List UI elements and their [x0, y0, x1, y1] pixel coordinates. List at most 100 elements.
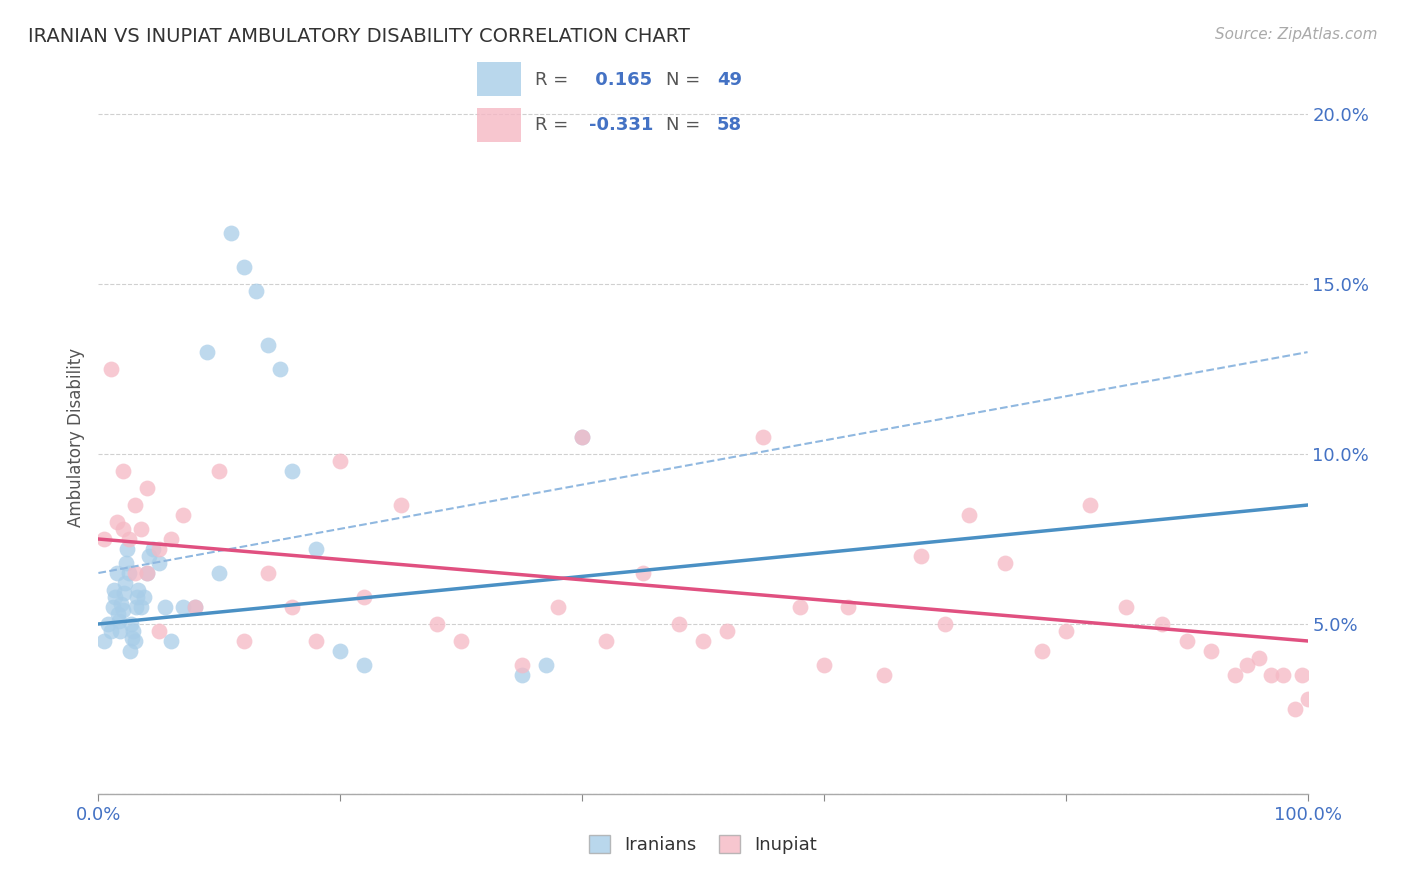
Point: [329, 454, 352, 468]
Point: [108, 624, 131, 638]
Point: [111, 522, 134, 536]
Point: [184, 599, 207, 614]
Text: Source: ZipAtlas.com: Source: ZipAtlas.com: [1215, 27, 1378, 42]
Point: [256, 566, 278, 580]
Point: [1199, 644, 1222, 658]
Point: [789, 599, 811, 614]
Point: [1291, 668, 1313, 682]
Point: [426, 617, 449, 632]
Point: [135, 481, 157, 495]
Point: [108, 614, 131, 628]
Point: [148, 556, 170, 570]
Point: [105, 515, 128, 529]
Point: [353, 590, 375, 604]
Point: [1260, 668, 1282, 682]
Point: [117, 542, 139, 557]
Point: [105, 566, 128, 580]
Point: [124, 634, 146, 648]
Point: [668, 617, 690, 632]
Point: [1115, 599, 1137, 614]
Text: 58: 58: [717, 116, 742, 134]
Point: [1249, 651, 1271, 665]
Point: [138, 549, 160, 563]
Point: [142, 542, 165, 557]
Point: [305, 634, 328, 648]
FancyBboxPatch shape: [478, 109, 522, 142]
Point: [571, 430, 593, 444]
Point: [957, 508, 980, 523]
Point: [1031, 644, 1053, 658]
Point: [994, 556, 1017, 570]
Point: [184, 599, 207, 614]
Text: 49: 49: [717, 71, 742, 89]
Point: [873, 668, 896, 682]
Point: [329, 644, 352, 658]
Text: R =: R =: [534, 116, 574, 134]
Point: [232, 260, 254, 275]
Point: [127, 582, 149, 597]
Point: [1223, 668, 1246, 682]
Point: [281, 599, 304, 614]
Point: [135, 566, 157, 580]
Point: [114, 576, 136, 591]
Point: [160, 532, 183, 546]
Point: [111, 464, 134, 478]
Point: [195, 345, 218, 359]
Text: 0.165: 0.165: [589, 71, 652, 89]
Point: [120, 617, 142, 632]
Point: [160, 634, 183, 648]
Point: [135, 566, 157, 580]
Point: [111, 603, 134, 617]
Text: N =: N =: [666, 71, 706, 89]
Text: -0.331: -0.331: [589, 116, 654, 134]
Point: [595, 634, 617, 648]
Point: [121, 631, 143, 645]
Text: N =: N =: [666, 116, 706, 134]
Point: [148, 542, 170, 557]
Point: [1296, 691, 1319, 706]
Point: [837, 599, 859, 614]
Point: [510, 668, 533, 682]
Point: [125, 599, 148, 614]
Point: [1152, 617, 1174, 632]
Point: [172, 599, 194, 614]
Point: [305, 542, 328, 557]
Point: [1175, 634, 1198, 648]
Point: [1054, 624, 1077, 638]
Point: [692, 634, 714, 648]
Point: [118, 566, 141, 580]
Point: [103, 582, 125, 597]
Point: [129, 522, 152, 536]
Point: [118, 644, 141, 658]
Point: [534, 657, 557, 672]
Point: [631, 566, 654, 580]
Text: IRANIAN VS INUPIAT AMBULATORY DISABILITY CORRELATION CHART: IRANIAN VS INUPIAT AMBULATORY DISABILITY…: [28, 27, 690, 45]
Point: [122, 624, 145, 638]
Point: [752, 430, 775, 444]
Point: [107, 607, 129, 621]
Point: [1078, 498, 1101, 512]
Point: [124, 566, 146, 580]
Point: [100, 624, 122, 638]
FancyBboxPatch shape: [478, 62, 522, 95]
Point: [1272, 668, 1295, 682]
Point: [104, 590, 127, 604]
Point: [269, 362, 291, 376]
Legend: Iranians, Inupiat: Iranians, Inupiat: [579, 826, 827, 863]
Point: [232, 634, 254, 648]
Point: [813, 657, 835, 672]
Point: [124, 498, 146, 512]
Point: [148, 624, 170, 638]
Point: [153, 599, 176, 614]
Point: [118, 532, 141, 546]
Point: [129, 599, 152, 614]
Point: [221, 226, 243, 240]
Point: [716, 624, 738, 638]
Point: [245, 284, 267, 298]
Y-axis label: Ambulatory Disability: Ambulatory Disability: [66, 348, 84, 526]
Point: [510, 657, 533, 672]
Point: [134, 590, 156, 604]
Point: [547, 599, 569, 614]
Point: [127, 590, 149, 604]
Point: [353, 657, 375, 672]
